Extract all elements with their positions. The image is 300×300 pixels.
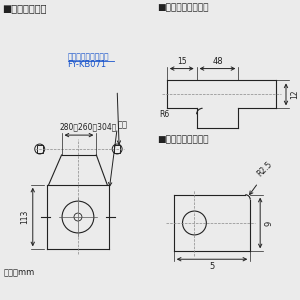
Text: R2.5: R2.5 — [255, 160, 274, 179]
Text: ■本体取付穴詳細図: ■本体取付穴詳細図 — [157, 135, 208, 144]
Text: R6: R6 — [159, 110, 169, 119]
Text: 本体: 本体 — [117, 121, 127, 130]
Text: 5: 5 — [209, 262, 214, 271]
Text: FY-KB071: FY-KB071 — [68, 60, 107, 69]
Text: 48: 48 — [212, 57, 223, 66]
Text: 280（260～304）: 280（260～304） — [60, 122, 117, 131]
Text: 12: 12 — [290, 90, 299, 99]
Text: 単位：mm: 単位：mm — [4, 268, 35, 277]
Bar — [37, 145, 43, 153]
Text: 吹り金具（別売品）: 吹り金具（別売品） — [68, 53, 109, 62]
Bar — [114, 145, 120, 153]
Text: 15: 15 — [177, 57, 187, 66]
Text: ■吹り金具位置: ■吹り金具位置 — [2, 3, 46, 13]
Text: ■吹り金具穴詳細図: ■吹り金具穴詳細図 — [157, 3, 208, 12]
Text: 9: 9 — [264, 220, 273, 226]
Text: 113: 113 — [20, 210, 29, 224]
